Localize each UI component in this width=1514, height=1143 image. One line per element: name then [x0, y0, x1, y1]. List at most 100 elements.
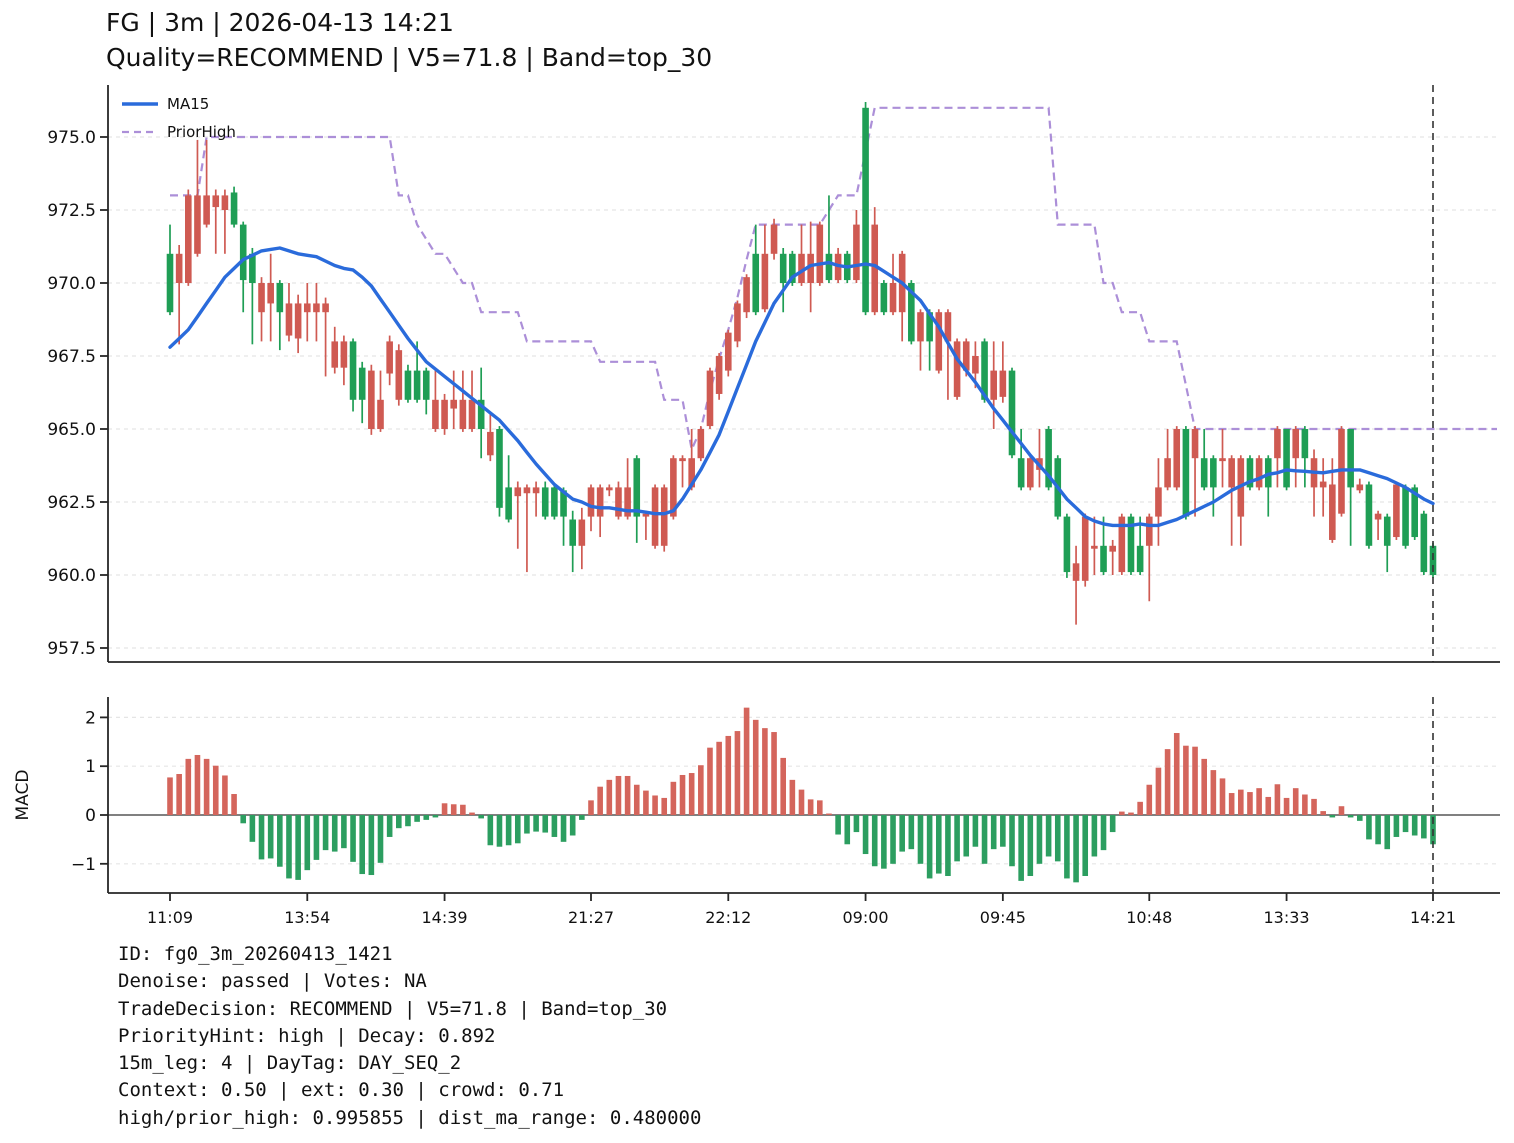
macd-bar: [277, 815, 283, 867]
candle: [496, 426, 503, 517]
macd-bar: [835, 815, 841, 835]
candle: [349, 338, 357, 412]
macd-bar: [1082, 815, 1089, 876]
macd-bar: [1320, 811, 1326, 815]
macd-bar: [1347, 815, 1354, 818]
macd-bar: [1219, 778, 1226, 815]
candle: [1017, 429, 1025, 491]
macd-bar: [771, 732, 777, 815]
macd-bar: [1274, 784, 1281, 815]
candle: [285, 283, 293, 342]
candle: [1036, 429, 1043, 488]
candle: [825, 195, 833, 283]
macd-bar: [341, 815, 347, 849]
macd-bar: [643, 790, 649, 815]
candle: [578, 507, 586, 570]
macd-bar: [1393, 815, 1400, 837]
candle: [724, 329, 732, 377]
macd-y-axis: 2 1 0 −1: [71, 708, 108, 875]
candle: [679, 455, 686, 488]
macd-bar: [1192, 746, 1198, 815]
candle: [194, 139, 201, 257]
candle: [706, 367, 714, 429]
macd-bar: [1183, 745, 1189, 815]
macd-bar: [322, 815, 329, 851]
macd-tick-label: −1: [71, 855, 96, 875]
y-tick-label: 960.0: [47, 566, 96, 586]
macd-bar: [396, 815, 402, 829]
candle: [770, 218, 778, 260]
candle: [1027, 455, 1034, 491]
candle: [303, 283, 311, 342]
macd-bar: [633, 784, 640, 815]
candle: [1072, 545, 1080, 625]
macd-bar: [258, 815, 265, 860]
macd-bar: [414, 815, 420, 822]
macd-bar: [1375, 815, 1381, 845]
macd-bar: [533, 815, 539, 832]
candle: [358, 361, 366, 424]
macd-bar: [222, 775, 228, 815]
candle: [853, 210, 860, 283]
candle: [944, 309, 952, 400]
axes-spines: [107, 85, 1500, 894]
candle: [505, 455, 512, 523]
macd-bar: [505, 815, 512, 846]
y-tick-label: 972.5: [47, 201, 96, 221]
meta-denoise-votes: Denoise: passed | Votes: NA: [118, 970, 427, 993]
candle: [1393, 481, 1400, 540]
candle: [450, 370, 458, 429]
candle: [1182, 426, 1190, 520]
macd-bar: [762, 728, 768, 815]
candle: [368, 364, 375, 435]
candle: [1127, 513, 1135, 575]
macd-bar: [752, 719, 759, 815]
macd-bar: [267, 815, 274, 859]
macd-bar: [588, 800, 594, 815]
meta-trade-decision: TradeDecision: RECOMMEND | V5=71.8 | Ban…: [118, 997, 668, 1020]
candle: [862, 101, 869, 316]
y-tick-label: 965.0: [47, 420, 96, 440]
candle: [1118, 513, 1126, 575]
macd-bar: [917, 815, 924, 864]
macd-bar: [881, 815, 887, 869]
candle: [386, 335, 393, 386]
macd-bar: [606, 779, 613, 815]
candle: [1383, 513, 1391, 573]
candle: [1164, 429, 1171, 491]
macd-bar: [1000, 815, 1006, 847]
candle: [606, 484, 613, 497]
meta-priority-decay: PriorityHint: high | Decay: 0.892: [118, 1024, 496, 1047]
macd-bar: [679, 774, 686, 815]
candle: [1100, 516, 1107, 575]
macd-bar: [569, 815, 576, 836]
macd-bar: [1402, 815, 1409, 833]
macd-bar: [1283, 797, 1290, 815]
macd-bar: [405, 815, 411, 827]
macd-bar: [807, 799, 814, 815]
x-tick-label: 13:33: [1264, 908, 1310, 927]
meta-context-ext-crowd: Context: 0.50 | ext: 0.30 | crowd: 0.71: [118, 1079, 565, 1102]
candle: [560, 487, 567, 546]
candle: [377, 370, 384, 432]
macd-bar: [579, 815, 585, 820]
macd-bar: [478, 815, 484, 819]
candle: [1356, 478, 1364, 494]
macd-bar: [780, 757, 786, 815]
macd-bar: [240, 815, 247, 824]
macd-bar: [990, 815, 997, 850]
macd-bar: [1210, 770, 1217, 815]
chart-title: FG | 3m | 2026-04-13 14:21: [106, 8, 454, 37]
candle: [798, 224, 805, 286]
macd-bar: [368, 815, 375, 876]
legend-priorhigh-label: PriorHigh: [167, 123, 236, 141]
macd-bar: [176, 774, 182, 815]
macd-bar: [862, 815, 869, 855]
legend-ma15-label: MA15: [167, 95, 209, 113]
candle: [1173, 426, 1181, 491]
y-tick-label: 970.0: [47, 274, 96, 294]
chart-subtitle: Quality=RECOMMEND | V5=71.8 | Band=top_3…: [106, 43, 713, 72]
meta-id: ID: fg0_3m_20260413_1421: [118, 943, 393, 965]
macd-bar: [1366, 815, 1372, 840]
macd-bar: [935, 815, 942, 874]
